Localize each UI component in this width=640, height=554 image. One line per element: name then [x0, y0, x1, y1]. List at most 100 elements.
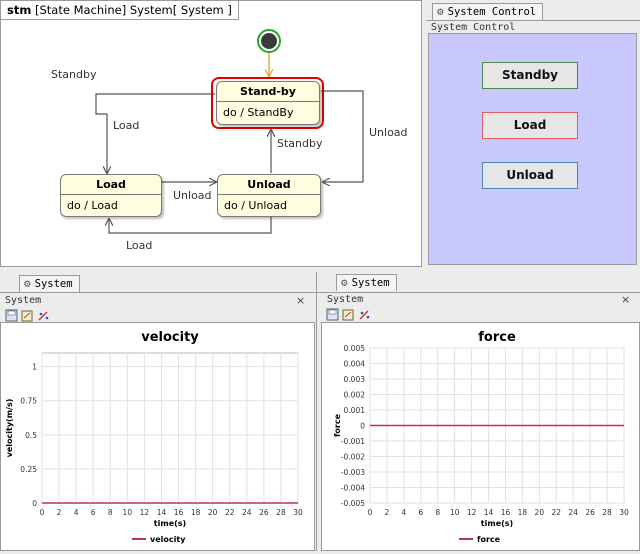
- x-tick-label: 20: [535, 508, 545, 517]
- x-axis-label: time(s): [481, 519, 513, 528]
- y-tick-label: 0.25: [20, 465, 37, 474]
- state-unload[interactable]: Unload do / Unload: [217, 174, 321, 217]
- tab-system-velocity-label: System: [34, 278, 73, 290]
- tab-system-control[interactable]: ⚙ System Control: [432, 3, 544, 20]
- x-axis-label: time(s): [154, 519, 186, 528]
- state-standby[interactable]: Stand-by do / StandBy: [216, 81, 320, 125]
- y-axis-label: force: [333, 413, 342, 437]
- y-tick-label: -0.005: [341, 499, 365, 508]
- label-unload-load: Load: [126, 239, 153, 252]
- gear-icon: ⚙: [437, 5, 444, 18]
- x-tick-label: 18: [191, 508, 201, 517]
- x-tick-label: 2: [385, 508, 390, 517]
- tab-divider: [426, 20, 640, 21]
- state-unload-activity: do / Unload: [224, 199, 287, 212]
- label-unload-standby: Standby: [277, 137, 323, 150]
- velocity-close-icon[interactable]: ×: [296, 294, 306, 307]
- standby-button[interactable]: Standby: [482, 62, 578, 89]
- tab-system-force-label: System: [351, 277, 390, 289]
- x-tick-label: 30: [293, 508, 303, 517]
- x-tick-label: 8: [435, 508, 440, 517]
- x-tick-label: 4: [74, 508, 79, 517]
- system-control-header: System Control: [431, 22, 516, 33]
- y-tick-label: -0.004: [341, 484, 365, 493]
- x-tick-label: 12: [467, 508, 477, 517]
- active-state-highlight: [211, 77, 324, 129]
- y-tick-label: 0.001: [344, 406, 366, 415]
- state-load-name: Load: [61, 175, 161, 195]
- export-icon[interactable]: [21, 310, 33, 322]
- tab-system-force[interactable]: ⚙ System: [336, 274, 397, 291]
- plots-tab-divider: [0, 292, 640, 293]
- x-tick-label: 26: [585, 508, 595, 517]
- y-tick-label: 0: [360, 422, 365, 431]
- x-tick-label: 0: [368, 508, 373, 517]
- diagram-tab[interactable]: stm [State Machine] System[ System ]: [1, 1, 239, 20]
- y-tick-label: 0.75: [20, 397, 37, 406]
- x-tick-label: 20: [208, 508, 218, 517]
- state-unload-name: Unload: [218, 175, 320, 195]
- y-tick-label: -0.002: [341, 453, 365, 462]
- y-tick-label: 0.5: [25, 431, 37, 440]
- save-icon[interactable]: [5, 309, 18, 322]
- y-axis-label: velocity(m/s): [5, 399, 14, 458]
- x-tick-label: 24: [568, 508, 578, 517]
- x-tick-label: 2: [57, 508, 62, 517]
- y-tick-label: 0: [32, 499, 37, 508]
- x-tick-label: 4: [401, 508, 406, 517]
- export-icon[interactable]: [342, 309, 354, 321]
- force-toolbar: [326, 308, 370, 321]
- y-tick-label: 1: [32, 363, 37, 372]
- y-tick-label: 0.004: [344, 360, 366, 369]
- x-tick-label: 6: [418, 508, 423, 517]
- label-standby-load: Load: [113, 119, 140, 132]
- y-tick-label: 0.005: [344, 344, 366, 353]
- save-icon[interactable]: [326, 308, 339, 321]
- diagram-kind: stm: [7, 3, 32, 17]
- legend-label: force: [477, 535, 501, 544]
- state-machine-diagram: stm [State Machine] System[ System ] Sta…: [0, 0, 422, 267]
- label-initial-standby: Standby: [51, 68, 97, 81]
- velocity-plot-panel: velocity 0 2 4 6 8 10 12 14 16 18 20 22 24 26 28 30 0 0.25…: [0, 322, 315, 551]
- y-tick-label: -0.003: [341, 468, 365, 477]
- diagram-title: [State Machine] System[ System ]: [34, 3, 232, 17]
- sparkle-icon[interactable]: [38, 311, 49, 321]
- y-tick-label: 0.002: [344, 391, 366, 400]
- x-tick-label: 24: [242, 508, 252, 517]
- tab-system-velocity[interactable]: ⚙ System: [19, 275, 80, 292]
- tab-system-control-label: System Control: [447, 6, 537, 18]
- y-tick-label: -0.001: [341, 437, 365, 446]
- force-close-icon[interactable]: ×: [621, 293, 631, 306]
- x-tick-label: 22: [551, 508, 561, 517]
- unload-button[interactable]: Unload: [482, 162, 578, 189]
- x-tick-label: 16: [501, 508, 511, 517]
- legend-label: velocity: [150, 535, 186, 544]
- system-control-body: Standby Load Unload: [428, 33, 637, 265]
- x-tick-label: 28: [276, 508, 286, 517]
- state-load-activity: do / Load: [67, 199, 118, 212]
- x-tick-label: 10: [450, 508, 460, 517]
- x-tick-label: 14: [484, 508, 494, 517]
- x-tick-label: 22: [225, 508, 235, 517]
- x-tick-label: 28: [602, 508, 612, 517]
- x-tick-label: 30: [619, 508, 629, 517]
- plots-vertical-divider: [316, 272, 317, 551]
- velocity-panel-header: System: [5, 295, 42, 306]
- transition-unload-load: [109, 217, 272, 234]
- load-button[interactable]: Load: [482, 112, 578, 139]
- plot-area: [41, 352, 299, 504]
- x-tick-label: 6: [91, 508, 96, 517]
- initial-node[interactable]: [261, 33, 277, 49]
- transition-standby-unload: [321, 90, 364, 182]
- x-tick-label: 14: [157, 508, 167, 517]
- gear-icon: ⚙: [341, 276, 348, 289]
- velocity-toolbar: [5, 309, 49, 322]
- gear-icon: ⚙: [24, 277, 31, 290]
- sparkle-icon[interactable]: [359, 310, 370, 320]
- state-load[interactable]: Load do / Load: [60, 174, 162, 217]
- x-tick-label: 16: [174, 508, 184, 517]
- transition-standby-load: [95, 93, 215, 173]
- label-load-unload: Unload: [173, 189, 212, 202]
